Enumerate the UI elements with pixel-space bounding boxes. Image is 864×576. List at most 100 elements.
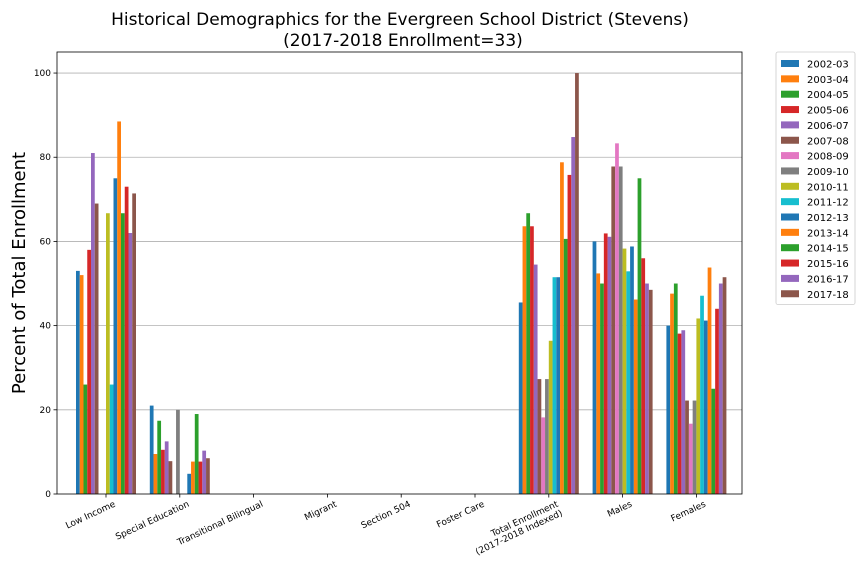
x-tick-label: Low Income (64, 499, 117, 531)
bar (700, 295, 704, 494)
legend-swatch (781, 213, 799, 221)
bar (168, 461, 173, 494)
bar (124, 186, 129, 494)
bar (548, 340, 553, 494)
x-tick-label: Females (670, 500, 708, 525)
bar (198, 461, 203, 494)
bar (703, 320, 708, 494)
legend-swatch (781, 290, 799, 298)
y-axis-label: Percent of Total Enrollment (9, 152, 30, 394)
legend-label: 2017-18 (807, 290, 849, 301)
bar (109, 384, 114, 494)
bar (79, 275, 84, 494)
bar (681, 330, 686, 494)
bar (537, 379, 542, 494)
bar (637, 178, 642, 495)
x-tick-label-line: Low Income (64, 499, 117, 531)
x-tick-label-line: Migrant (303, 499, 339, 523)
bar (707, 267, 712, 494)
bar (677, 333, 682, 494)
legend-swatch (781, 121, 799, 129)
legend-label: 2006-07 (807, 121, 849, 132)
legend-label: 2016-17 (807, 274, 849, 285)
y-tick-label: 100 (34, 69, 51, 79)
legend-label: 2003-04 (807, 75, 849, 86)
bar (106, 213, 110, 494)
legend-swatch (781, 182, 799, 190)
legend-swatch (781, 167, 799, 175)
y-tick-label: 80 (40, 153, 52, 163)
bar (666, 325, 671, 494)
legend-swatch (781, 198, 799, 206)
legend-label: 2008-09 (807, 152, 849, 163)
bar (718, 283, 723, 494)
legend-swatch (781, 136, 799, 144)
bar (722, 277, 727, 494)
legend-label: 2007-08 (807, 136, 849, 147)
bar (560, 162, 564, 494)
bar (615, 143, 619, 494)
bar (533, 264, 538, 494)
bar (696, 318, 701, 494)
legend-swatch (781, 274, 799, 282)
bar (121, 213, 125, 494)
bar (711, 388, 716, 494)
y-axis: 0 20 40 60 80 100 (34, 69, 57, 500)
bar (149, 405, 154, 494)
bar (202, 450, 207, 494)
bar (618, 166, 623, 494)
bar (600, 283, 604, 494)
bar (522, 226, 527, 494)
legend-swatch (781, 152, 799, 160)
bar (518, 302, 523, 494)
bar (673, 283, 678, 494)
x-tick-label-line: Section 504 (360, 500, 413, 532)
bar (622, 248, 627, 494)
bar (692, 400, 697, 494)
chart-title: Historical Demographics for the Evergree… (111, 10, 689, 30)
bar (552, 277, 557, 494)
bar (688, 423, 693, 494)
x-tick-label: Males (606, 500, 634, 520)
bar (611, 166, 616, 494)
x-tick-label: Foster Care (435, 499, 486, 530)
bar (556, 277, 561, 494)
bar (113, 178, 118, 495)
bar (575, 73, 579, 495)
bar (157, 420, 162, 494)
legend-label: 2002-03 (807, 60, 849, 71)
legend-label: 2010-11 (807, 182, 849, 193)
bar (626, 271, 631, 494)
legend-swatch (781, 259, 799, 267)
bar (641, 258, 646, 494)
bar (541, 417, 546, 494)
x-tick-label: Migrant (303, 499, 339, 523)
bar (526, 213, 531, 494)
y-tick-label: 60 (40, 237, 52, 247)
legend-label: 2014-15 (807, 244, 849, 255)
bar (530, 226, 534, 494)
bar (153, 454, 158, 494)
bar (91, 153, 95, 494)
legend-label: 2015-16 (807, 259, 849, 270)
x-tick-label: Special Education (114, 500, 191, 543)
bar (76, 270, 80, 494)
bar (648, 289, 653, 494)
bar (596, 273, 601, 494)
legend-label: 2004-05 (807, 90, 849, 101)
bar (567, 174, 572, 494)
bar (715, 308, 719, 494)
bar (132, 193, 136, 494)
y-tick-label: 0 (45, 490, 51, 500)
bar (117, 121, 121, 494)
bar (187, 473, 192, 494)
bar (128, 233, 133, 494)
bar (571, 137, 576, 494)
legend-swatch (781, 90, 799, 98)
bar (592, 241, 597, 494)
bar (94, 203, 99, 495)
legend: 2002-03 2003-04 2004-05 2005-06 2006-07 2007-… (775, 51, 856, 306)
bar (670, 293, 674, 494)
legend-swatch (781, 60, 799, 67)
